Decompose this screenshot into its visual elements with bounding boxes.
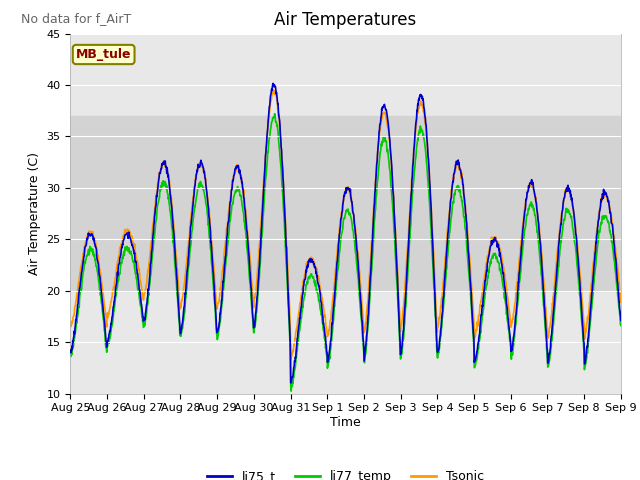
Y-axis label: Air Temperature (C): Air Temperature (C) <box>28 152 41 275</box>
Tsonic <box>617 299 625 305</box>
X-axis label: Time: Time <box>330 416 361 429</box>
Text: No data for f_AirT: No data for f_AirT <box>21 12 131 25</box>
Text: MB_tule: MB_tule <box>76 48 131 61</box>
Tsonic <box>287 357 294 363</box>
li77_temp <box>175 320 183 326</box>
li75_t <box>250 324 258 330</box>
Tsonic <box>504 294 511 300</box>
li75_t <box>67 347 74 353</box>
li77_temp <box>271 111 278 117</box>
Tsonic <box>67 324 74 330</box>
Tsonic <box>552 263 560 269</box>
li75_t <box>189 203 196 209</box>
Tsonic <box>269 87 277 93</box>
li77_temp <box>552 290 560 296</box>
li77_temp <box>617 323 625 328</box>
li75_t <box>617 317 625 323</box>
Tsonic <box>432 298 440 303</box>
Line: li77_temp: li77_temp <box>70 114 621 391</box>
Line: li75_t: li75_t <box>70 84 621 383</box>
Tsonic <box>189 199 196 204</box>
Line: Tsonic: Tsonic <box>70 90 621 360</box>
Title: Air Temperatures: Air Temperatures <box>275 11 417 29</box>
Bar <box>70 116 621 291</box>
li77_temp <box>67 351 74 357</box>
li77_temp <box>504 319 511 325</box>
Tsonic <box>250 294 258 300</box>
li75_t <box>175 316 183 322</box>
li75_t <box>504 310 511 316</box>
li75_t <box>269 81 277 86</box>
li75_t <box>552 277 560 283</box>
Legend: li75_t, li77_temp, Tsonic: li75_t, li77_temp, Tsonic <box>202 465 489 480</box>
li77_temp <box>250 325 258 331</box>
li77_temp <box>432 315 440 321</box>
li75_t <box>287 380 295 386</box>
li77_temp <box>189 219 196 225</box>
li75_t <box>432 312 440 318</box>
li77_temp <box>287 388 295 394</box>
Tsonic <box>175 299 183 305</box>
